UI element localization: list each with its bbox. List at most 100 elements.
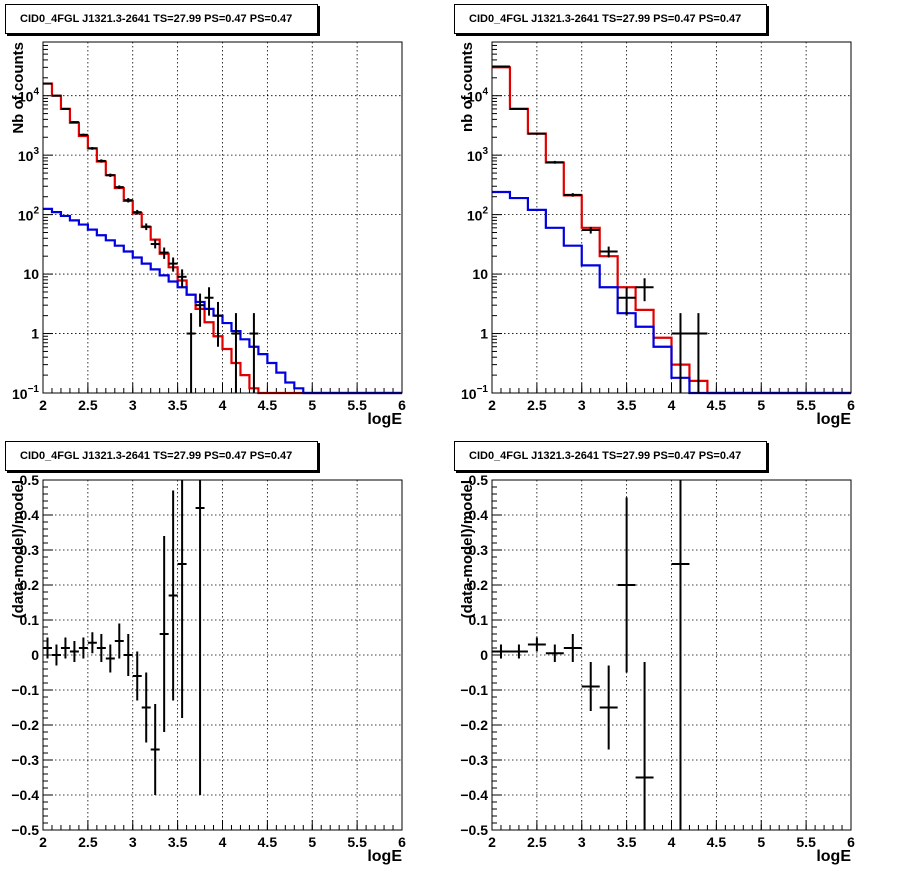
data-point <box>105 173 115 177</box>
data-point <box>168 257 178 272</box>
y-tick-label: 0.2 <box>20 577 40 593</box>
data-point <box>123 198 133 203</box>
x-tick-label: 5.5 <box>796 397 816 413</box>
residual-point <box>96 634 106 662</box>
data-point <box>60 107 70 110</box>
data-point <box>132 209 142 215</box>
x-tick-label: 5.5 <box>796 834 816 850</box>
y-tick-label: −0.2 <box>460 717 488 733</box>
data-point <box>204 287 214 316</box>
x-tick-label: 4 <box>219 397 227 413</box>
y-axis-label: (data-model)/model <box>459 480 476 618</box>
plot-frame <box>491 479 852 831</box>
x-tick-label: 3 <box>129 397 137 413</box>
x-tick-label: 2 <box>39 397 47 413</box>
x-tick-label: 4 <box>668 397 676 413</box>
x-tick-label: 5 <box>308 834 316 850</box>
y-tick-label: −0.5 <box>11 822 39 838</box>
plot-frame <box>42 41 403 394</box>
plot-panel-3: 2 2.5 3 3.5 4 4.5 5 5.5 6 −0.5 −0.4 −0.3 −0.2 −0.1 0 0.… <box>459 472 855 865</box>
y-tick-label: 0.5 <box>469 472 489 488</box>
y-tick-label: 0 <box>31 647 39 663</box>
y-tick-label: −0.3 <box>460 752 488 768</box>
y-tick-label: 10−1 <box>12 384 39 402</box>
plot-frame <box>491 41 852 394</box>
data-point <box>492 65 510 68</box>
y-tick-label: 103 <box>467 146 489 164</box>
panel-title-bottom-left: CID0_4FGL J1321.3-2641 TS=27.99 PS=0.47 … <box>5 441 318 471</box>
x-tick-label: 3 <box>129 834 137 850</box>
residual-point <box>617 497 636 673</box>
residual-point <box>114 623 124 659</box>
histogram-series <box>43 207 402 395</box>
residual-point <box>51 644 61 666</box>
y-tick-label: 0.4 <box>20 507 40 523</box>
x-tick-label: 3.5 <box>168 834 188 850</box>
x-tick-label: 4.5 <box>707 834 727 850</box>
y-tick-label: 10−1 <box>461 384 488 402</box>
data-point <box>213 301 223 347</box>
data-point <box>581 226 600 234</box>
data-point <box>509 107 528 110</box>
x-tick-label: 3 <box>578 834 586 850</box>
y-tick-label: −0.1 <box>11 682 39 698</box>
residual-point <box>599 665 618 750</box>
x-tick-label: 5 <box>308 397 316 413</box>
panel-title-top-left: CID0_4FGL J1321.3-2641 TS=27.99 PS=0.47 … <box>5 4 318 34</box>
residual-point <box>69 641 79 662</box>
x-tick-label: 6 <box>398 834 406 850</box>
residual-point <box>60 637 70 659</box>
x-tick-label: 4.5 <box>258 397 278 413</box>
residual-point <box>123 634 133 676</box>
data-point <box>69 121 79 124</box>
y-tick-label: 10 <box>23 266 39 282</box>
x-tick-label: 3.5 <box>617 834 637 850</box>
data-point <box>617 287 636 316</box>
y-tick-label: 103 <box>18 146 40 164</box>
data-point <box>689 313 708 393</box>
y-tick-label: 0.3 <box>469 542 489 558</box>
x-tick-label: 3.5 <box>168 397 188 413</box>
residual-point <box>563 634 582 662</box>
y-tick-label: 1 <box>31 326 39 342</box>
x-tick-label: 6 <box>847 397 855 413</box>
x-tick-label: 3 <box>578 397 586 413</box>
data-point <box>231 313 241 393</box>
x-tick-label: 5 <box>757 834 765 850</box>
x-axis-label: logE <box>816 848 851 865</box>
x-tick-label: 4.5 <box>707 397 727 413</box>
x-tick-label: 2.5 <box>78 397 98 413</box>
data-point <box>177 269 187 288</box>
residual-point <box>78 637 88 659</box>
data-point <box>78 133 88 136</box>
y-axis-label: (data-model)/model <box>10 480 27 618</box>
x-tick-label: 5.5 <box>347 397 367 413</box>
y-tick-label: −0.4 <box>11 787 39 803</box>
x-axis-label: logE <box>367 848 402 865</box>
data-point <box>150 239 160 249</box>
data-point <box>599 246 618 258</box>
x-tick-label: 2.5 <box>527 397 547 413</box>
plot-panel-0: 2 2.5 3 3.5 4 4.5 5 5.5 610−1110102103104logENb … <box>10 41 406 428</box>
x-axis-label: logE <box>816 411 851 428</box>
plot-frame <box>42 479 403 831</box>
residual-point <box>509 644 528 659</box>
residual-point <box>168 490 178 701</box>
y-tick-label: −0.4 <box>460 787 488 803</box>
residual-point <box>581 662 600 711</box>
plot-panel-1: 2 2.5 3 3.5 4 4.5 5 5.5 610−1110102103104logEnb … <box>459 41 855 428</box>
y-tick-label: 0.2 <box>469 577 489 593</box>
residual-point <box>43 637 52 659</box>
residual-point <box>132 651 142 701</box>
y-tick-label: 1 <box>480 326 488 342</box>
residual-point <box>671 480 690 830</box>
data-point <box>141 223 151 231</box>
data-point <box>159 247 169 259</box>
data-point <box>545 160 564 164</box>
data-point <box>87 147 97 150</box>
data-point <box>195 293 205 327</box>
x-tick-label: 6 <box>847 834 855 850</box>
y-tick-label: −0.3 <box>11 752 39 768</box>
residual-point <box>492 644 510 659</box>
residual-point <box>545 644 564 662</box>
